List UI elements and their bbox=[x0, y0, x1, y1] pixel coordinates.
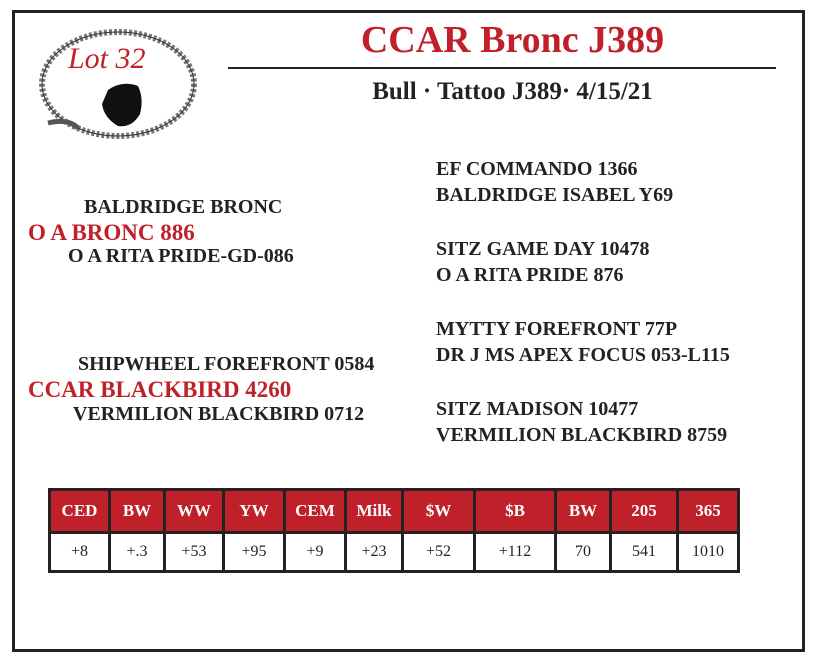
cell: 541 bbox=[609, 531, 679, 573]
cell: +23 bbox=[344, 531, 404, 573]
ancestor: DR J MS APEX FOCUS 053-L115 bbox=[436, 344, 730, 366]
ancestor: EF COMMANDO 1366 bbox=[436, 158, 638, 180]
sire-dam: O A RITA PRIDE-GD-086 bbox=[68, 245, 294, 267]
cell: +95 bbox=[222, 531, 286, 573]
dam-dam: VERMILION BLACKBIRD 0712 bbox=[73, 403, 365, 425]
col-header: CEM bbox=[283, 488, 347, 534]
col-header: Milk bbox=[344, 488, 404, 534]
cell: +8 bbox=[48, 531, 111, 573]
animal-name: CCAR Bronc J389 bbox=[360, 19, 665, 61]
col-header: 365 bbox=[676, 488, 740, 534]
cell: +52 bbox=[401, 531, 476, 573]
cell: 1010 bbox=[676, 531, 740, 573]
col-header: YW bbox=[222, 488, 286, 534]
cell: +112 bbox=[473, 531, 557, 573]
ancestor: VERMILION BLACKBIRD 8759 bbox=[436, 424, 728, 446]
cell: 70 bbox=[554, 531, 612, 573]
ancestor: SITZ MADISON 10477 bbox=[436, 398, 639, 420]
col-header: CED bbox=[48, 488, 111, 534]
ancestor: MYTTY FOREFRONT 77P bbox=[436, 318, 678, 340]
epd-table: CED BW WW YW CEM Milk $W $B BW 205 365 +… bbox=[48, 488, 740, 573]
dam: CCAR BLACKBIRD 4260 bbox=[28, 377, 292, 402]
cell: +9 bbox=[283, 531, 347, 573]
lot-number: Lot 32 bbox=[68, 42, 146, 75]
animal-details: Bull · Tattoo J389· 4/15/21 bbox=[372, 78, 653, 105]
col-header: 205 bbox=[609, 488, 679, 534]
rope-bull-icon bbox=[39, 29, 197, 139]
col-header: WW bbox=[163, 488, 225, 534]
col-header: $B bbox=[473, 488, 557, 534]
lot-logo: Lot 32 bbox=[38, 28, 198, 140]
sire-sire: BALDRIDGE BRONC bbox=[84, 196, 283, 218]
col-header: BW bbox=[108, 488, 166, 534]
ancestor: O A RITA PRIDE 876 bbox=[436, 264, 624, 286]
cell: +53 bbox=[163, 531, 225, 573]
epd-header-row: CED BW WW YW CEM Milk $W $B BW 205 365 bbox=[48, 488, 740, 534]
col-header: BW bbox=[554, 488, 612, 534]
col-header: $W bbox=[401, 488, 476, 534]
ancestor: BALDRIDGE ISABEL Y69 bbox=[436, 184, 674, 206]
sire: O A BRONC 886 bbox=[28, 220, 195, 245]
page-frame bbox=[12, 10, 805, 652]
ancestor: SITZ GAME DAY 10478 bbox=[436, 238, 650, 260]
title-rule bbox=[228, 67, 776, 69]
dam-sire: SHIPWHEEL FOREFRONT 0584 bbox=[78, 353, 375, 375]
epd-value-row: +8 +.3 +53 +95 +9 +23 +52 +112 70 541 10… bbox=[48, 531, 740, 573]
cell: +.3 bbox=[108, 531, 166, 573]
